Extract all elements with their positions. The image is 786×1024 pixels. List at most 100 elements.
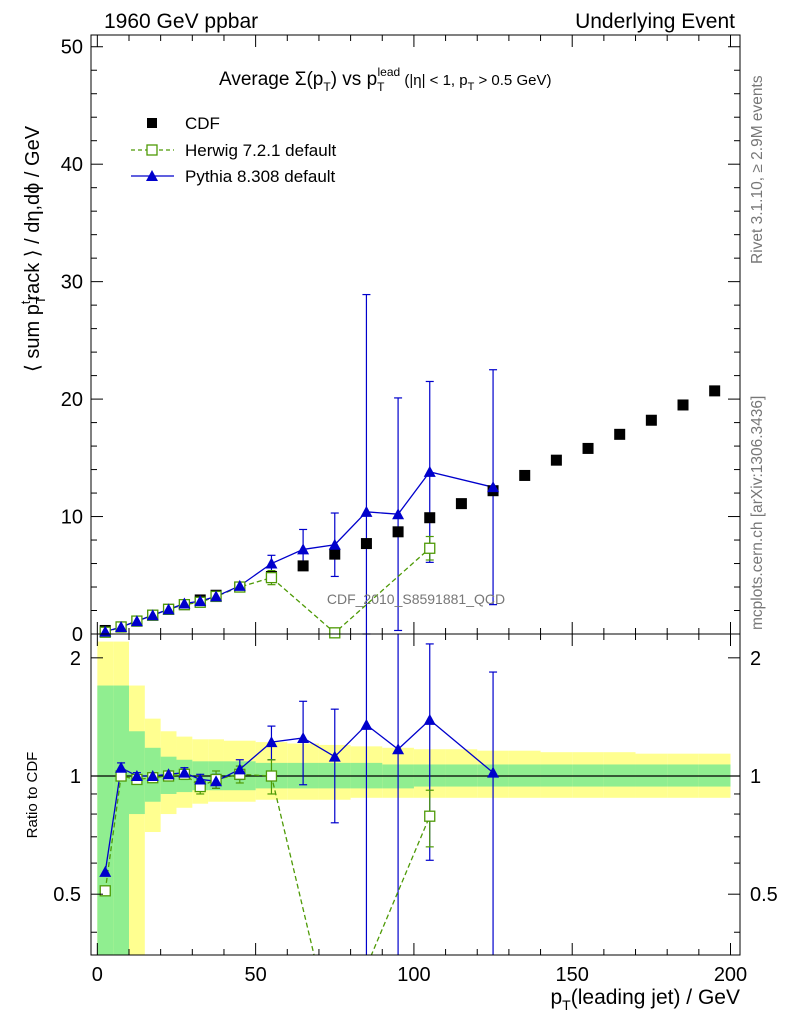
ratio-pythia-point	[194, 773, 207, 785]
mcplots-label: mcplots.cern.ch [arXiv:1306.3436]	[749, 396, 766, 630]
ratio-pythia-point	[99, 865, 112, 877]
ratio-y-tick-label-right: 2	[750, 648, 761, 670]
main-y-tick-label: 10	[61, 507, 83, 529]
legend-marker-pythia	[146, 170, 158, 181]
herwig-point	[329, 627, 341, 639]
outer-band-bin	[128, 685, 145, 955]
herwig-line	[105, 547, 431, 634]
ratio-pythia-point	[210, 775, 223, 787]
main-series-layer	[99, 293, 721, 639]
ratio-pythia-point	[233, 763, 246, 775]
pythia-point	[162, 603, 175, 615]
inner-band-bin	[97, 685, 114, 955]
ratio-y-tick-label-right: 1	[750, 766, 761, 788]
ratio-pythia-point	[487, 766, 500, 778]
ratio-axis-ticks: 0 50 100 150 200 0.5 0.5 1 1 2 2	[53, 634, 778, 986]
ratio-herwig-point	[424, 810, 436, 822]
main-y-tick-label: 40	[61, 154, 83, 176]
ratio-herwig-point	[99, 885, 111, 897]
main-axis-ticks: 0 10 20 30 40 50	[61, 35, 740, 646]
main-ylabel: ⟨ sum pTtrack ⟩ / dη,dϕ / GeV	[18, 125, 48, 372]
legend-label-pythia: Pythia 8.308 default	[185, 167, 336, 186]
legend-marker-herwig	[146, 144, 158, 156]
pythia-point	[115, 620, 128, 632]
ratio-pythia-point	[178, 766, 191, 778]
pythia-point	[233, 579, 246, 591]
herwig-point	[265, 571, 278, 584]
legend: CDF Herwig 7.2.1 default Pythia 8.308 de…	[131, 114, 336, 186]
cdf-point	[392, 526, 404, 538]
cdf-point	[614, 428, 626, 440]
legend-label-cdf: CDF	[185, 114, 220, 133]
inner-band-bin	[113, 685, 129, 955]
ratio-ylabel: Ratio to CDF	[24, 752, 41, 839]
x-tick-label: 200	[714, 964, 747, 986]
herwig-point	[424, 542, 436, 554]
cdf-point	[645, 414, 657, 426]
cdf-point	[424, 512, 436, 524]
cdf-point	[329, 548, 341, 560]
pythia-point	[146, 609, 159, 621]
pythia-point	[297, 543, 310, 555]
ratio-frame	[90, 633, 741, 956]
ratio-y-tick-label: 0.5	[53, 884, 81, 906]
x-tick-label: 0	[92, 964, 103, 986]
cdf-point	[709, 385, 721, 397]
pythia-point	[130, 615, 143, 627]
pythia-point	[392, 508, 405, 520]
watermark: CDF_2010_S8591881_QCD	[327, 591, 505, 607]
ratio-pythia-point	[162, 768, 175, 780]
ratio-uncertainty-bands	[91, 641, 740, 955]
ratio-pythia-point	[392, 743, 405, 755]
ratio-pythia-point	[328, 750, 341, 762]
pythia-point	[178, 597, 191, 609]
main-y-tick-label: 0	[72, 624, 83, 646]
main-title: Average Σ(pT) vs pTlead (|η| < 1, pT > 0…	[219, 65, 551, 94]
cdf-point	[677, 399, 689, 411]
x-tick-label: 100	[397, 964, 430, 986]
ratio-pythia-point	[423, 713, 436, 725]
legend-marker-cdf	[147, 118, 157, 128]
header-right: Underlying Event	[575, 10, 735, 33]
ratio-pythia-line	[104, 718, 494, 872]
pythia-point	[210, 590, 223, 602]
ratio-pythia-point	[115, 761, 128, 773]
header-left: 1960 GeV ppbar	[104, 10, 258, 33]
ratio-pythia-point	[360, 718, 373, 730]
pythia-line	[105, 471, 494, 633]
ratio-pythia-point	[146, 770, 159, 782]
main-y-tick-label: 20	[61, 389, 83, 411]
cdf-point	[519, 469, 531, 481]
cdf-point	[582, 442, 594, 454]
ratio-y-tick-label: 2	[70, 648, 81, 670]
ratio-herwig-point	[265, 770, 278, 782]
legend-item-pythia: Pythia 8.308 default	[131, 167, 336, 186]
x-axis-label: pT(leading jet) / GeV	[550, 986, 740, 1013]
pythia-point	[328, 538, 341, 550]
cdf-point	[297, 560, 309, 572]
ratio-y-tick-label: 1	[70, 766, 81, 788]
ratio-y-tick-label-right: 0.5	[750, 884, 778, 906]
x-tick-label: 50	[244, 964, 266, 986]
ratio-clipped-group	[99, 634, 500, 955]
rivet-label: Rivet 3.1.10, ≥ 2.9M events	[749, 75, 766, 264]
legend-item-herwig: Herwig 7.2.1 default	[131, 141, 336, 160]
ratio-panel: 0 50 100 150 200 0.5 0.5 1 1 2 2 Ratio to CDF	[24, 633, 778, 986]
ratio-pythia-point	[130, 770, 143, 782]
pythia-point	[423, 465, 436, 477]
pythia-point	[360, 505, 373, 517]
cdf-point	[360, 538, 372, 550]
legend-item-cdf: CDF	[147, 114, 220, 133]
main-y-tick-label: 30	[61, 272, 83, 294]
pythia-point	[194, 595, 207, 607]
ratio-pythia-point	[265, 736, 278, 748]
x-tick-label: 150	[556, 964, 589, 986]
ratio-pythia-point	[297, 731, 310, 743]
main-y-tick-label: 50	[61, 37, 83, 59]
main-panel: 0 10 20 30 40 50 CDF_2010_S8591881_QCD Averag…	[18, 34, 741, 646]
ratio-series-layer	[99, 634, 500, 955]
pythia-point	[487, 481, 500, 493]
cdf-point	[550, 454, 562, 466]
cdf-point	[455, 498, 467, 510]
